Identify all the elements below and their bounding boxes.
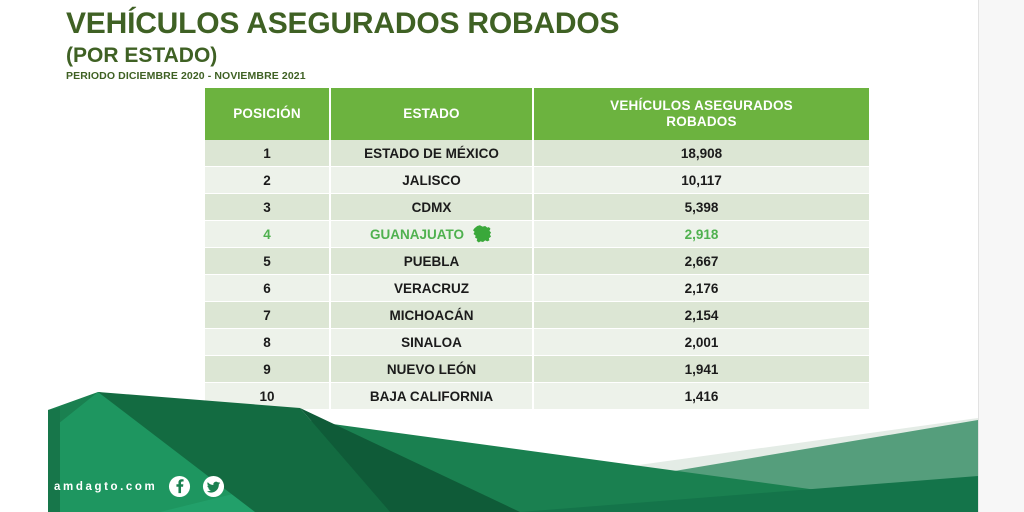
footer-shape-dark [98,392,390,512]
cell-position: 1 [205,140,331,167]
cell-state: MICHOACÁN [330,301,534,329]
cell-value: 2,001 [533,328,869,356]
cell-state-label: NUEVO LEÓN [386,361,477,377]
page-subtitle: (POR ESTADO) [66,43,218,67]
table-row: 6 VERACRUZ 2,176 [205,274,869,302]
cell-state-label: SINALOA [401,334,462,350]
ranking-table: POSICIÓN ESTADO VEHÍCULOS ASEGURADOS ROB… [205,88,869,410]
cell-position: 2 [205,166,331,194]
cell-value: 5,398 [533,193,869,221]
guanajuato-state-icon [471,225,493,243]
ranking-table-wrapper: POSICIÓN ESTADO VEHÍCULOS ASEGURADOS ROB… [205,88,869,410]
column-header-state: ESTADO [330,88,534,140]
table-row: 7 MICHOACÁN 2,154 [205,301,869,329]
cell-state: SINALOA [330,328,534,356]
cell-position: 7 [205,301,331,329]
cell-state: PUEBLA [330,247,534,275]
column-header-value-line1: VEHÍCULOS ASEGURADOS [610,97,793,113]
cell-state: VERACRUZ [330,274,534,302]
footer-shape-edge [48,408,60,512]
cell-state: CDMX [330,193,534,221]
cell-state-label: BAJA CALIFORNIA [369,388,494,404]
table-row: 1 ESTADO DE MÉXICO 18,908 [205,140,869,167]
table-body: 1 ESTADO DE MÉXICO 18,908 2 JALISCO 10,117 3 CD… [205,140,869,410]
page-title: VEHÍCULOS ASEGURADOS ROBADOS [66,7,620,40]
cell-position: 8 [205,328,331,356]
title-block: VEHÍCULOS ASEGURADOS ROBADOS (POR ESTADO… [66,8,686,82]
table-header-row: POSICIÓN ESTADO VEHÍCULOS ASEGURADOS ROB… [205,88,869,140]
cell-state-label: CDMX [411,199,452,215]
cell-state-label: VERACRUZ [393,280,469,296]
slide-right-edge [978,0,1024,512]
cell-value: 1,941 [533,355,869,383]
website-label: amdagto.com [54,480,158,493]
cell-state-label: JALISCO [402,172,461,188]
table-row: 4 GUANAJUATO 2,918 [205,220,869,248]
cell-value: 2,176 [533,274,869,302]
table-row: 8 SINALOA 2,001 [205,328,869,356]
cell-position: 3 [205,193,331,221]
cell-value: 1,416 [533,382,869,410]
cell-state: BAJA CALIFORNIA [330,382,534,410]
twitter-icon[interactable] [202,475,225,498]
facebook-icon[interactable] [168,475,191,498]
cell-state-label: ESTADO DE MÉXICO [364,145,499,161]
cell-state: ESTADO DE MÉXICO [330,140,534,167]
footer-graphic: amdagto.com [0,380,978,512]
footer-polygons [48,392,978,512]
table-row: 3 CDMX 5,398 [205,193,869,221]
cell-value: 18,908 [533,140,869,167]
footer-shape-darker [300,408,520,512]
column-header-value-line2: ROBADOS [666,114,737,129]
table-row: 5 PUEBLA 2,667 [205,247,869,275]
cell-value: 2,667 [533,247,869,275]
cell-position: 4 [205,220,331,248]
cell-value: 2,154 [533,301,869,329]
period-label: PERIODO DICIEMBRE 2020 - NOVIEMBRE 2021 [66,69,306,82]
table-row: 2 JALISCO 10,117 [205,166,869,194]
cell-state-label: PUEBLA [403,253,460,269]
cell-state: NUEVO LEÓN [330,355,534,383]
cell-state-label: GUANAJUATO [369,226,464,242]
footer-brand: amdagto.com [54,475,225,498]
column-header-value: VEHÍCULOS ASEGURADOS ROBADOS [533,88,869,140]
footer-shape-bottom-right [520,476,978,512]
cell-state: JALISCO [330,166,534,194]
cell-value: 2,918 [533,220,869,248]
cell-position: 9 [205,355,331,383]
cell-state: GUANAJUATO [330,220,534,248]
table-row: 10 BAJA CALIFORNIA 1,416 [205,382,869,410]
cell-value: 10,117 [533,166,869,194]
cell-position: 5 [205,247,331,275]
table-row: 9 NUEVO LEÓN 1,941 [205,355,869,383]
cell-state-label: MICHOACÁN [389,307,474,323]
cell-position: 6 [205,274,331,302]
column-header-position: POSICIÓN [205,88,331,140]
